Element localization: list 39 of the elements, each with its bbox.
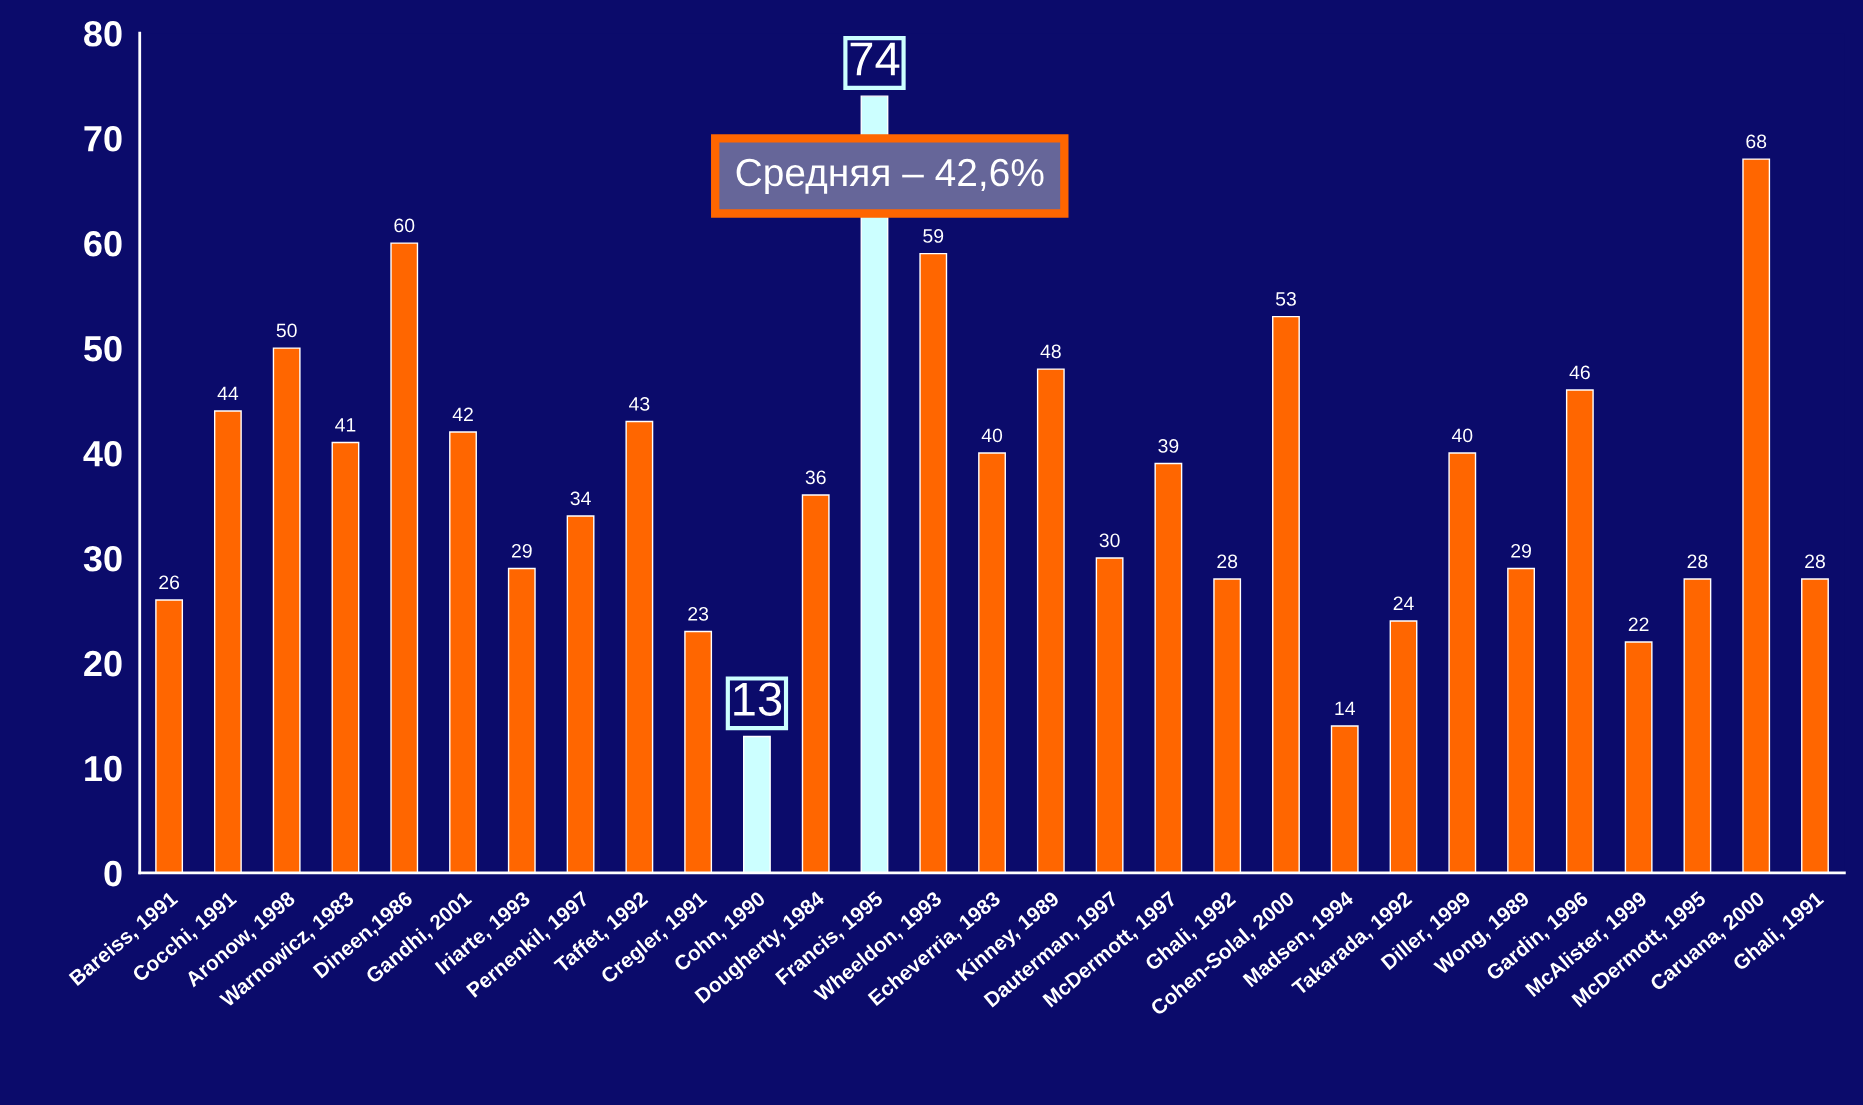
y-tick-label: 0 — [104, 860, 122, 887]
data-label: 28 — [1805, 554, 1825, 569]
y-tick-label: 50 — [84, 335, 122, 362]
data-label: 40 — [1451, 428, 1473, 443]
data-label: 43 — [629, 397, 650, 411]
data-label: 36 — [805, 470, 826, 485]
y-tick-label: 20 — [84, 650, 122, 677]
data-label: 48 — [1040, 344, 1061, 359]
data-label: 23 — [688, 606, 709, 621]
data-label: 68 — [1746, 134, 1767, 149]
data-label: 42 — [452, 407, 473, 422]
data-label: 41 — [335, 418, 356, 432]
data-label: 26 — [159, 575, 180, 590]
data-label: 53 — [1275, 292, 1296, 306]
annotation: Средняя – 42,6% — [736, 158, 1044, 195]
data-label: 28 — [1687, 554, 1708, 569]
y-tick-label: 70 — [84, 125, 122, 152]
data-label: 29 — [511, 543, 532, 558]
data-label: 59 — [923, 229, 944, 243]
data-label: 13 — [734, 682, 782, 717]
data-label: 28 — [1217, 554, 1238, 569]
y-tick-label: 40 — [83, 440, 122, 467]
data-label: 40 — [981, 428, 1003, 443]
y-tick-label: 60 — [84, 230, 122, 257]
data-label: 74 — [850, 42, 900, 76]
data-label: 60 — [394, 218, 415, 233]
data-label: 29 — [1511, 543, 1531, 558]
data-label: 14 — [1335, 701, 1355, 716]
y-tick-label: 30 — [83, 545, 122, 572]
data-label: 30 — [1099, 533, 1120, 548]
data-label: 50 — [276, 323, 297, 338]
data-label: 39 — [1158, 438, 1179, 453]
y-tick-label: 80 — [84, 21, 122, 47]
data-label: 34 — [570, 491, 591, 506]
data-label: 46 — [1569, 365, 1590, 380]
data-label: 22 — [1628, 617, 1649, 632]
data-label: 24 — [1393, 596, 1414, 611]
data-label: 44 — [217, 386, 239, 401]
y-tick-label: 10 — [85, 755, 122, 782]
